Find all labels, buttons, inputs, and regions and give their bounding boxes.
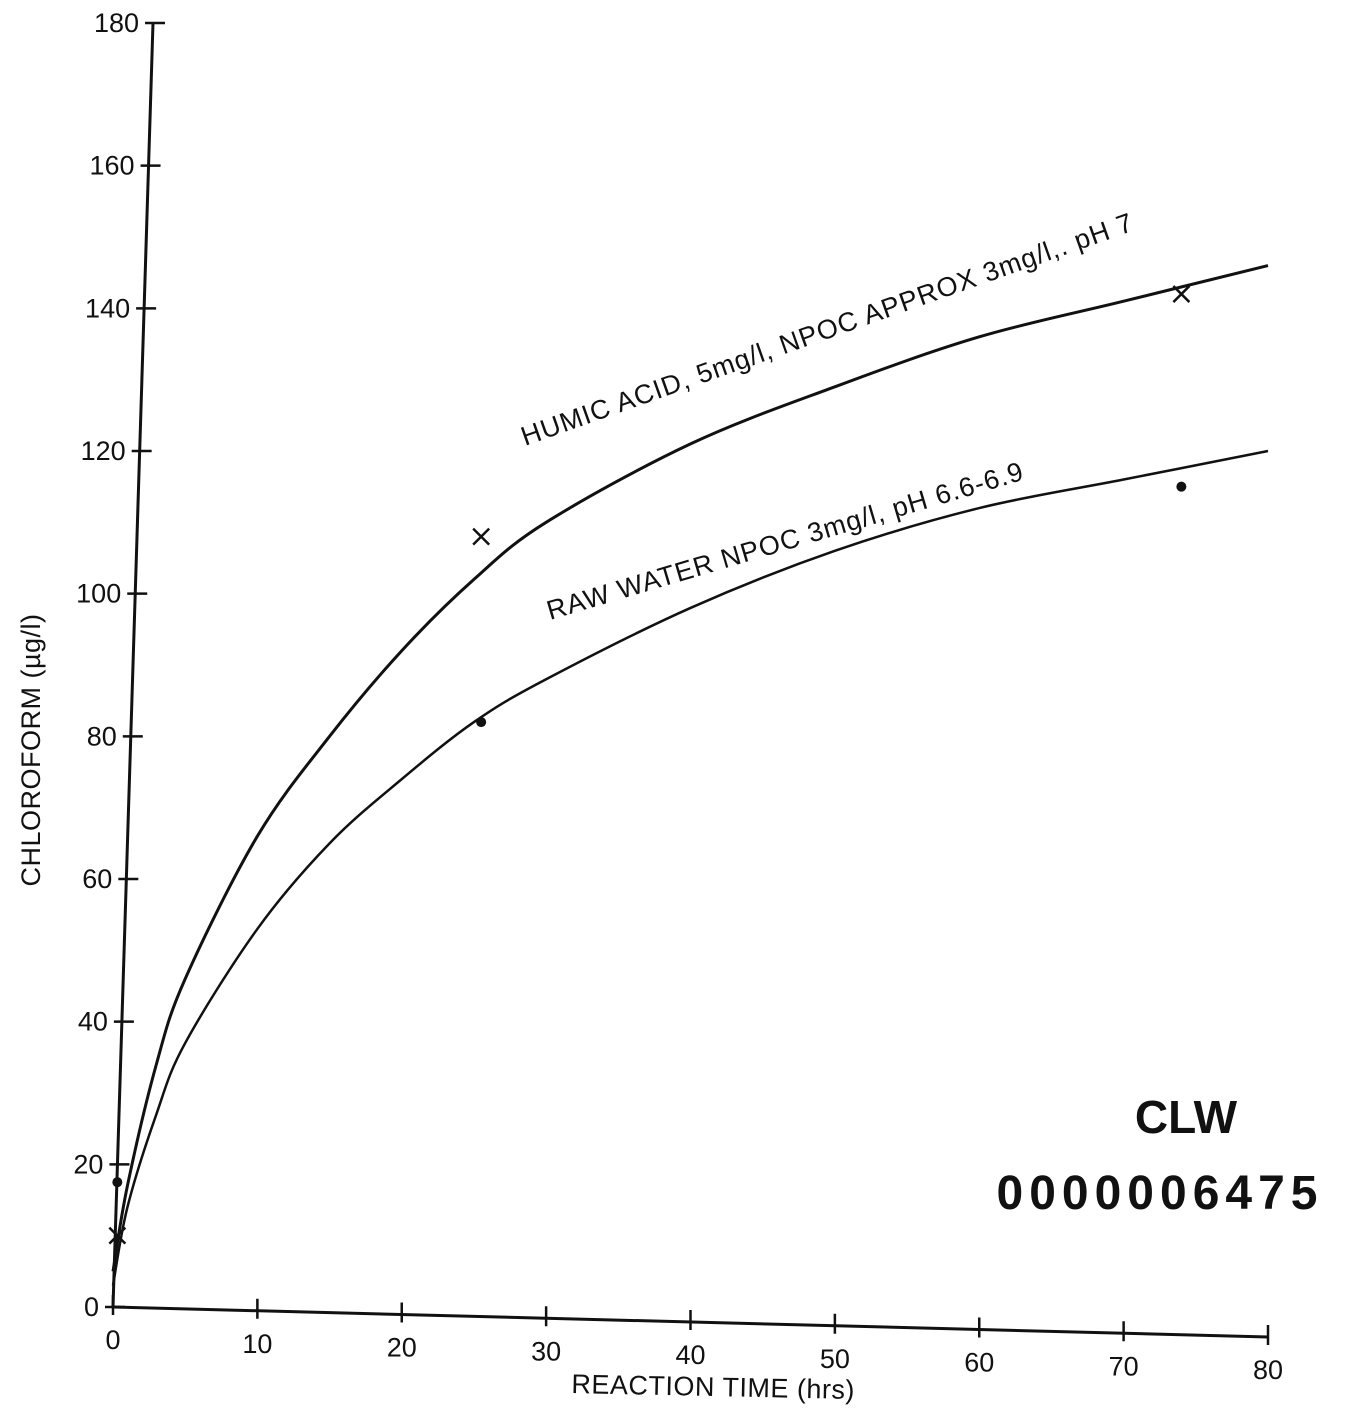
x-tick-label: 80 xyxy=(1253,1355,1283,1385)
x-marker-stroke xyxy=(1172,285,1191,303)
y-tick-label: 100 xyxy=(76,579,121,609)
stamp-number: 0000006475 xyxy=(997,1167,1324,1220)
x-marker-stroke xyxy=(108,1226,127,1245)
labels: REACTION TIME (hrs) CHLOROFORM (µg/l) HU… xyxy=(16,207,1138,1405)
y-ticks: 0 20 40 60 80 100 120 140 160 180 xyxy=(73,8,165,1322)
stamp-code: CLW xyxy=(1135,1091,1238,1143)
x-tick-label: 40 xyxy=(675,1340,705,1370)
series-label-humic-acid: HUMIC ACID, 5mg/l, NPOC APPROX 3mg/l,. p… xyxy=(517,207,1138,451)
fit-curves xyxy=(111,264,1269,1286)
x-marker xyxy=(472,527,491,546)
x-marker xyxy=(1172,285,1191,303)
data-markers xyxy=(108,285,1191,1245)
x-tick-label: 10 xyxy=(242,1329,272,1359)
dot-marker xyxy=(112,1177,123,1188)
x-tick-label: 20 xyxy=(387,1333,417,1363)
curve-humic-acid xyxy=(111,264,1269,1272)
x-marker xyxy=(108,1226,127,1245)
y-tick-label: 20 xyxy=(73,1149,103,1179)
y-tick-label: 120 xyxy=(81,436,126,466)
curve-raw-water xyxy=(111,449,1269,1286)
x-tick-label: 70 xyxy=(1109,1351,1139,1381)
x-tick-label: 30 xyxy=(531,1336,561,1366)
dot-marker xyxy=(1176,481,1187,492)
document-stamp: CLW 0000006475 xyxy=(997,1091,1324,1220)
x-ticks: 0 10 20 30 40 50 60 70 80 xyxy=(105,1295,1283,1385)
y-tick-label: 60 xyxy=(82,864,112,894)
y-axis-title: CHLOROFORM (µg/l) xyxy=(16,613,46,886)
dot-marker xyxy=(476,717,487,728)
x-marker-stroke xyxy=(472,527,491,546)
y-tick-label: 0 xyxy=(84,1292,99,1322)
x-tick-label: 60 xyxy=(964,1348,994,1378)
y-axis-line xyxy=(111,22,155,1308)
x-tick-label: 50 xyxy=(820,1344,850,1374)
y-tick-label: 40 xyxy=(78,1007,108,1037)
y-tick-label: 80 xyxy=(87,721,117,751)
y-tick-label: 180 xyxy=(94,8,139,38)
x-axis-title: REACTION TIME (hrs) xyxy=(571,1369,855,1405)
x-tick-label: 0 xyxy=(105,1325,120,1355)
y-tick-label: 140 xyxy=(85,293,130,323)
y-tick-label: 160 xyxy=(89,151,134,181)
